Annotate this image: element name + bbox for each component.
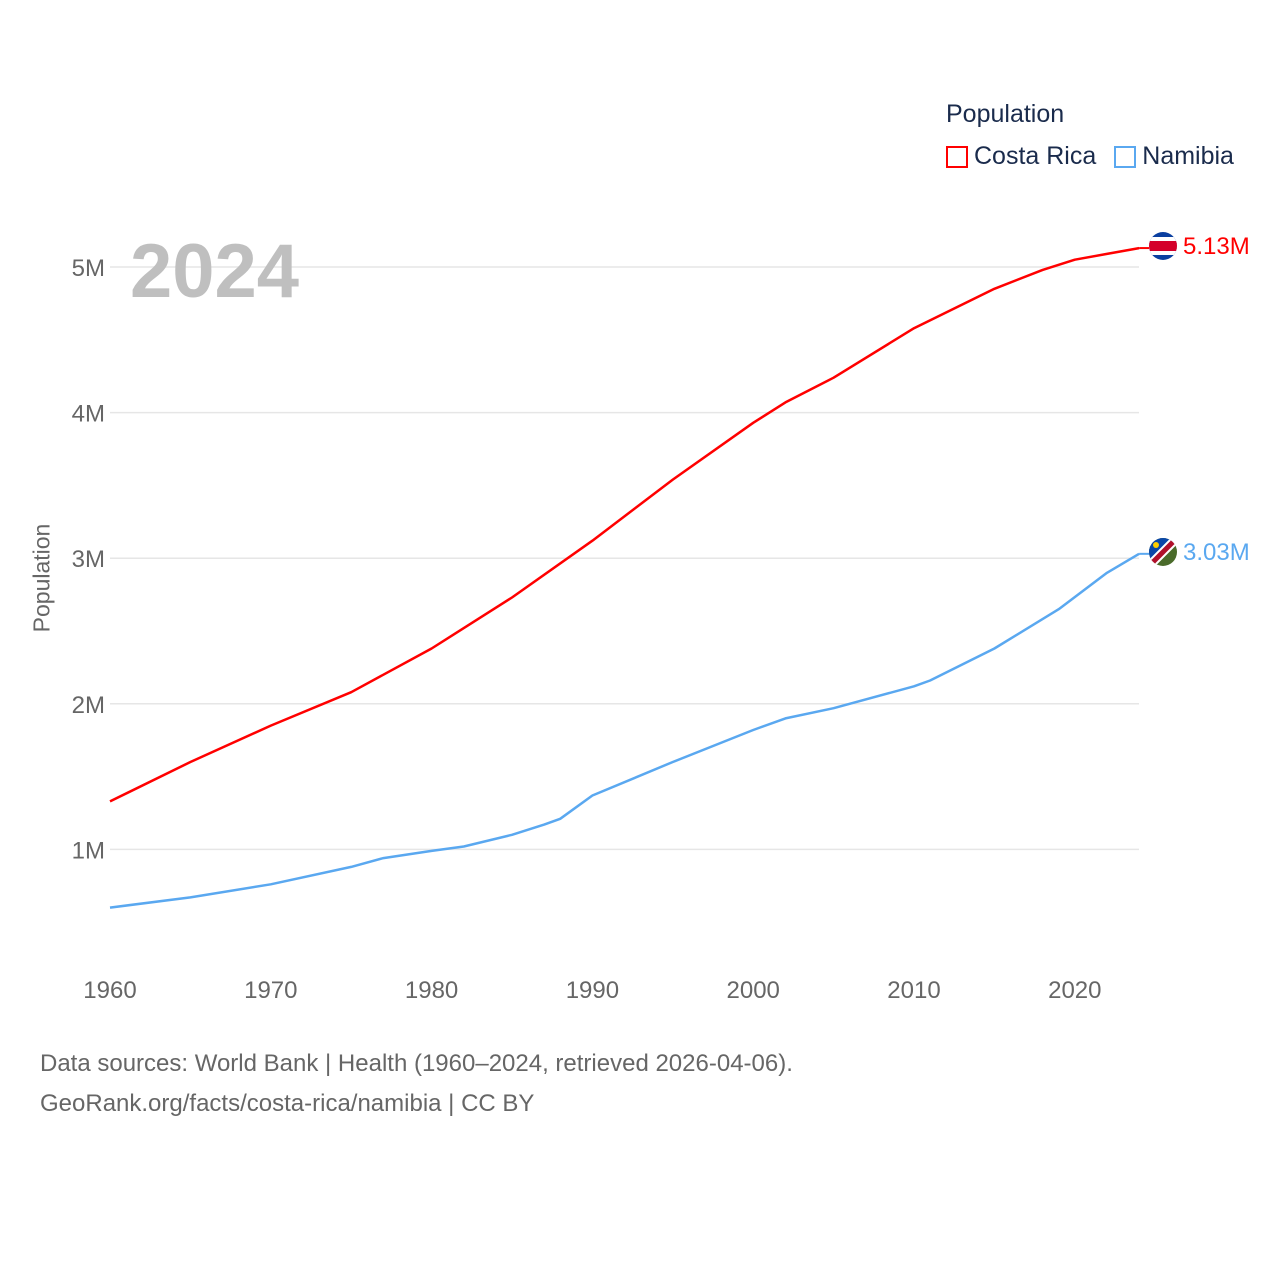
namibia-swatch (1114, 145, 1137, 168)
x-tick-label: 1980 (405, 977, 458, 1004)
costa-rica-swatch (946, 145, 968, 168)
y-tick-label: 5M (72, 255, 105, 282)
y-tick-label: 2M (72, 692, 105, 719)
y-tick-labels: 1M 2M 3M 4M 5M (72, 255, 105, 864)
y-axis-label: Population (28, 523, 55, 633)
x-tick-labels: 1960 1970 1980 1990 2000 2010 2020 (83, 977, 1101, 1004)
y-tick-label: 1M (72, 837, 105, 864)
x-tick-label: 2020 (1048, 977, 1101, 1004)
costa-rica-flag-icon (1149, 232, 1177, 260)
namibia-end-label: 3.03M (1183, 539, 1250, 566)
costa-rica-end-label: 5.13M (1183, 233, 1250, 260)
series-line-namibia (109, 552, 1140, 909)
legend-label: Costa Rica (974, 142, 1097, 170)
x-tick-label: 1960 (83, 977, 136, 1004)
x-tick-label: 2000 (727, 977, 780, 1004)
x-tick-label: 1970 (244, 977, 297, 1004)
series-lines (109, 246, 1149, 909)
series-line-costa-rica (109, 246, 1140, 803)
year-label: 2024 (130, 229, 300, 314)
legend-item-namibia[interactable]: Namibia (1114, 142, 1234, 171)
legend-item-costa-rica[interactable]: Costa Rica (946, 142, 1096, 171)
namibia-flag-icon (1149, 538, 1177, 566)
gridlines (110, 266, 1139, 851)
legend-title: Population (946, 100, 1065, 128)
y-tick-label: 4M (72, 401, 105, 428)
data-source-text: Data sources: World Bank | Health (1960–… (40, 1050, 793, 1077)
legend: Costa Rica Namibia (946, 142, 1234, 171)
footer: Data sources: World Bank | Health (1960–… (40, 1044, 793, 1124)
attribution-link[interactable]: GeoRank.org/facts/costa-rica/namibia | C… (40, 1090, 535, 1117)
x-tick-label: 2010 (887, 977, 940, 1004)
y-tick-label: 3M (72, 546, 105, 573)
legend-label: Namibia (1142, 142, 1234, 170)
x-tick-label: 1990 (566, 977, 619, 1004)
end-markers: 5.13M 3.03M (1149, 232, 1250, 566)
